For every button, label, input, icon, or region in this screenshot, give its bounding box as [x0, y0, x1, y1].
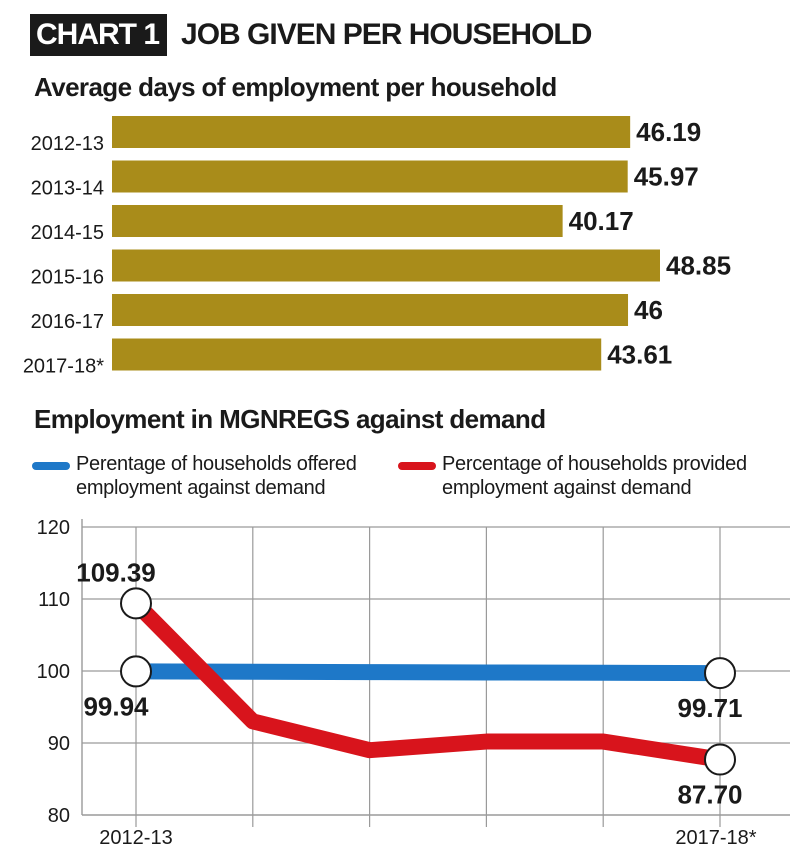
bar-value-label: 46 — [634, 295, 663, 325]
x-tick-label: 2017-18* — [675, 827, 756, 849]
data-point-marker — [120, 655, 152, 688]
bar-value-label: 48.85 — [666, 251, 731, 281]
bar-category-label: 2014-15 — [31, 222, 104, 244]
bar-value-label: 46.19 — [636, 117, 701, 147]
legend-item-provided: Percentage of households provided employ… — [398, 452, 800, 500]
data-point-label: 109.39 — [76, 557, 156, 587]
chart-number-badge: CHART 1 — [30, 14, 168, 56]
bar-2014-15 — [112, 205, 563, 237]
bar-2015-16 — [112, 249, 660, 282]
bar-category-label: 2016-17 — [31, 311, 104, 333]
legend-label-offered: Perentage of households offered employme… — [76, 453, 357, 499]
bar-chart: 46.19 2012-13 45.97 2013-14 40.17 2014-15 48.8… — [23, 116, 731, 378]
bar-value-label: 40.17 — [569, 206, 634, 236]
line-chart-legend: Perentage of households offered employme… — [32, 452, 792, 504]
legend-label-provided: Percentage of households provided employ… — [442, 453, 747, 499]
data-point-marker — [704, 743, 736, 776]
data-point-label: 87.70 — [677, 780, 742, 810]
bar-chart-title: Average days of employment per household — [34, 72, 557, 102]
bar-value-label: 45.97 — [634, 162, 699, 192]
x-tick-label: 2012-13 — [99, 827, 172, 849]
data-point-marker — [120, 587, 152, 620]
data-point-label: 99.71 — [677, 693, 742, 723]
y-tick-label: 120 — [37, 517, 70, 539]
chart-headline: JOB GIVEN PER HOUSEHOLD — [181, 18, 592, 51]
data-point-label: 99.94 — [83, 691, 149, 721]
legend-swatch-blue — [32, 462, 70, 470]
bar-2016-17 — [112, 294, 629, 326]
bar-2017-18* — [112, 338, 602, 371]
bar-2012-13 — [112, 116, 631, 148]
y-tick-label: 110 — [38, 589, 70, 611]
y-tick-label: 100 — [37, 661, 70, 683]
series-line-red — [128, 595, 728, 768]
bar-category-label: 2012-13 — [31, 133, 104, 155]
legend-swatch-red — [398, 462, 436, 470]
bar-category-label: 2015-16 — [31, 267, 104, 289]
legend-item-offered: Perentage of households offered employme… — [32, 452, 406, 500]
y-tick-label: 80 — [48, 805, 70, 827]
bar-value-label: 43.61 — [607, 340, 672, 370]
data-point-marker — [704, 657, 736, 690]
bar-category-label: 2013-14 — [31, 178, 104, 200]
bar-2013-14 — [112, 160, 628, 193]
chart-header: CHART 1 JOB GIVEN PER HOUSEHOLD — [30, 14, 592, 56]
bar-category-label: 2017-18* — [23, 356, 104, 378]
y-tick-label: 90 — [48, 733, 70, 755]
line-chart-title: Employment in MGNREGS against demand — [34, 404, 546, 434]
series-line-blue — [128, 663, 728, 682]
